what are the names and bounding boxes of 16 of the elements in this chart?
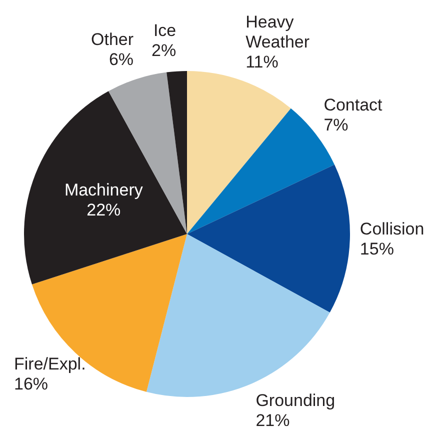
slice-label: Grounding (256, 390, 336, 410)
slice-label: Contact (324, 95, 383, 114)
data-label: 21% (256, 410, 290, 430)
slice-label: Machinery (64, 180, 144, 200)
data-label: 15% (360, 240, 394, 259)
slice-label: Ice (153, 21, 176, 40)
slice-label: Other (91, 30, 134, 50)
data-label: 22% (86, 200, 121, 220)
slice-label: Fire/Expl. (14, 354, 86, 374)
data-label: 6% (108, 50, 134, 70)
data-label: 11% (246, 52, 278, 72)
data-label: 16% (14, 374, 48, 394)
data-label: 7% (324, 115, 348, 134)
data-label: 2% (152, 41, 176, 60)
slice-label: Heavy Weather (246, 12, 310, 52)
slice-label: Collision (360, 220, 424, 239)
